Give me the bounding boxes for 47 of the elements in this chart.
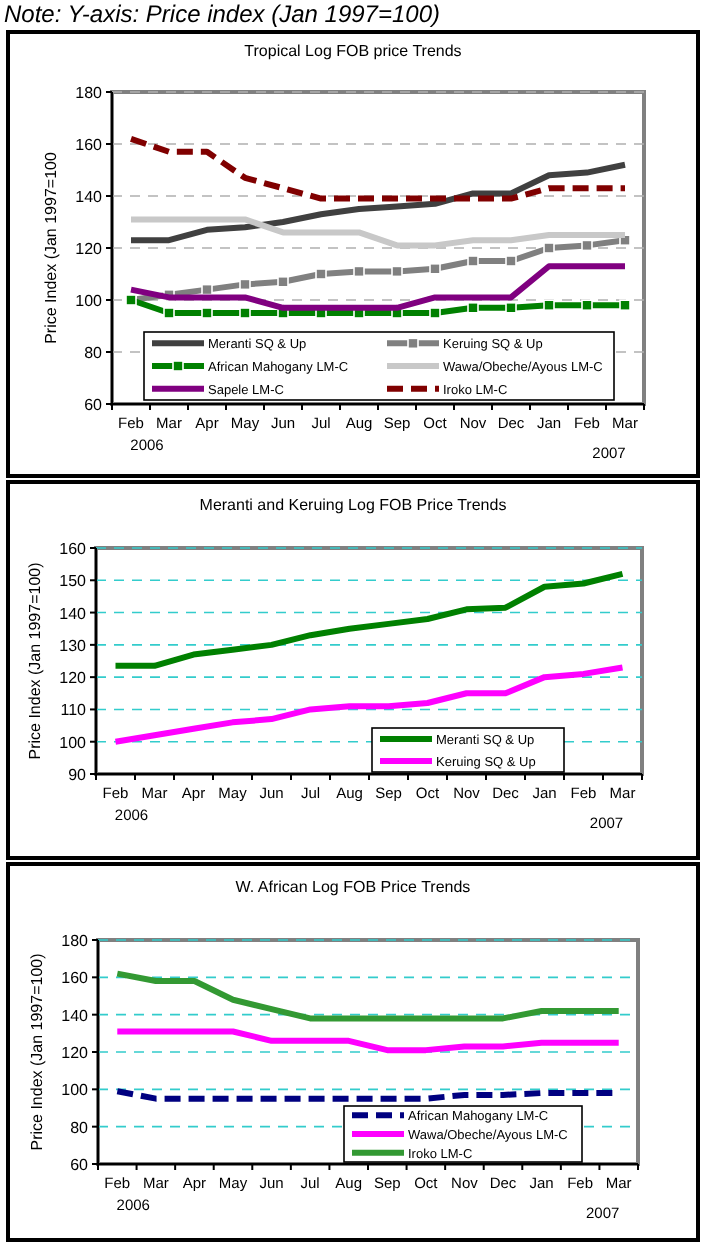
chart-subtitle: Note: Y-axis: Price index (Jan 1997=100)	[4, 0, 441, 28]
y-tick-label: 120	[61, 1044, 90, 1062]
chart-title: W. African Log FOB Price Trends	[235, 878, 471, 896]
point	[239, 307, 251, 319]
point	[163, 307, 175, 319]
point	[315, 268, 327, 280]
y-tick-label: 60	[70, 1156, 90, 1174]
y-tick-label: 160	[61, 969, 90, 988]
point	[467, 255, 479, 267]
y-tick-label: 140	[75, 188, 104, 206]
point	[543, 299, 555, 311]
line-series	[128, 216, 628, 249]
y-tick-label: 160	[75, 136, 104, 154]
line-series	[112, 570, 626, 669]
y-tick-label: 100	[61, 1081, 90, 1100]
y-tick-label: 90	[68, 766, 88, 784]
y-tick-label: 180	[61, 932, 90, 950]
y-axis-title: Price Index (Jan 1997=100)	[26, 561, 44, 760]
point	[429, 307, 441, 319]
y-tick-label: 110	[60, 701, 88, 720]
y-tick-label: 180	[75, 84, 104, 102]
chart-title: Tropical Log FOB price Trends	[244, 42, 462, 60]
y-tick-label: 150	[59, 572, 88, 591]
y-tick-label: 80	[70, 1118, 90, 1137]
line-series	[114, 1028, 622, 1054]
point	[619, 299, 631, 311]
y-axis-title: Price Index (Jan 1997=100	[42, 151, 60, 344]
line-series	[112, 664, 626, 745]
line-series	[128, 161, 628, 244]
line-series	[128, 135, 628, 202]
y-tick-label: 160	[59, 540, 88, 558]
point	[543, 242, 555, 254]
y-tick-label: 80	[84, 344, 104, 362]
y-tick-label: 120	[75, 240, 104, 258]
y-tick-label: 60	[84, 396, 104, 414]
y-tick-label: 100	[59, 733, 88, 752]
y-tick-label: 140	[61, 1006, 90, 1025]
line-series	[114, 970, 622, 1022]
point	[201, 307, 213, 319]
point	[505, 255, 517, 267]
chart-title: Meranti and Keruing Log FOB Price Trends	[199, 496, 507, 514]
y-tick-label: 120	[59, 669, 88, 688]
point	[581, 299, 593, 311]
y-axis-title: Price Index (Jan 1997=100)	[28, 952, 46, 1151]
y-tick-label: 130	[59, 636, 88, 655]
y-tick-label: 140	[59, 604, 88, 623]
y-tick-label: 100	[75, 292, 104, 310]
